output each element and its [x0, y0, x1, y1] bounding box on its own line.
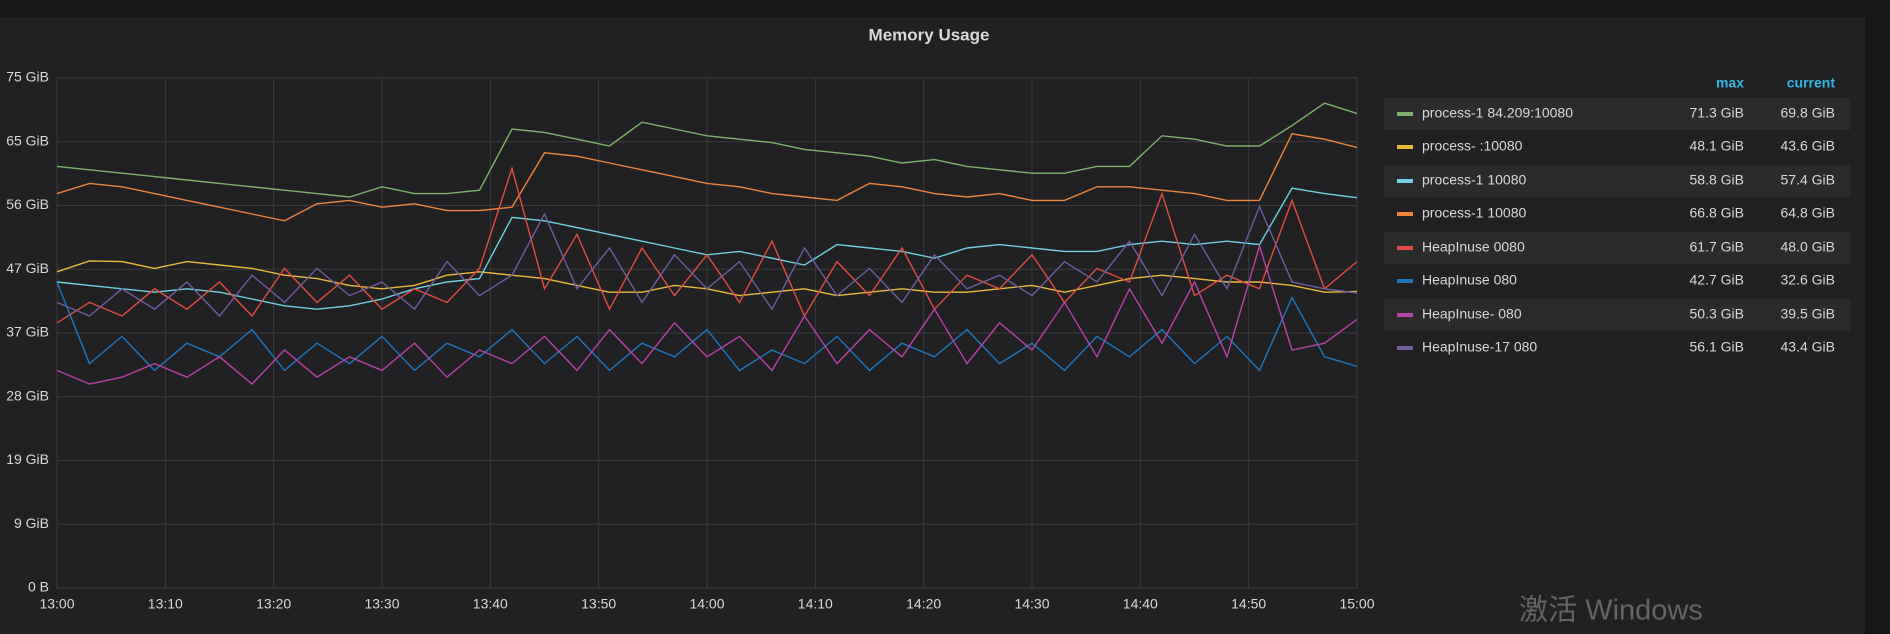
x-tick-label: 13:20	[256, 596, 291, 612]
legend-row-background	[1384, 165, 1850, 197]
y-tick-label: 65 GiB	[6, 132, 49, 148]
y-tick-label: 0 B	[28, 579, 49, 595]
panel-title: Memory Usage	[869, 25, 990, 44]
watermark: 激活 Windows	[1519, 594, 1703, 627]
x-tick-label: 14:30	[1014, 596, 1049, 612]
legend-row-background	[1384, 98, 1850, 130]
legend-swatch	[1397, 212, 1413, 216]
legend-swatch	[1397, 246, 1413, 250]
legend-column-header: max	[1716, 75, 1744, 91]
x-tick-label: 14:10	[798, 596, 833, 612]
legend-current: 48.0 GiB	[1781, 239, 1835, 255]
x-tick-label: 13:40	[473, 596, 508, 612]
legend-current: 69.8 GiB	[1781, 105, 1835, 121]
legend-swatch	[1397, 313, 1413, 317]
x-tick-label: 13:30	[364, 596, 399, 612]
x-tick-label: 15:00	[1339, 596, 1374, 612]
series-line	[56, 204, 1358, 318]
legend-name: HeapInuse-17 080	[1422, 339, 1537, 355]
legend-current: 32.6 GiB	[1781, 272, 1835, 288]
legend-current: 39.5 GiB	[1781, 306, 1835, 322]
legend-name: HeapInuse 0080	[1422, 239, 1525, 255]
y-tick-label: 9 GiB	[14, 515, 49, 531]
series-line	[56, 165, 1358, 324]
legend-name: process-1 10080	[1422, 172, 1527, 188]
legend-swatch	[1397, 346, 1413, 350]
x-tick-label: 13:00	[39, 596, 74, 612]
y-tick-label: 37 GiB	[6, 324, 49, 340]
legend-row-background	[1384, 232, 1850, 264]
x-tick-label: 13:50	[581, 596, 616, 612]
series-line	[56, 133, 1358, 222]
series-line	[56, 243, 1358, 385]
legend-swatch	[1397, 145, 1413, 149]
series-line	[56, 281, 1358, 372]
legend-max: 58.8 GiB	[1690, 172, 1744, 188]
legend-row-background	[1384, 299, 1850, 331]
legend-name: HeapInuse 080	[1422, 272, 1517, 288]
legend-swatch	[1397, 279, 1413, 283]
legend-name: process-1 84.209:10080	[1422, 105, 1573, 121]
legend-max: 48.1 GiB	[1690, 138, 1744, 154]
x-tick-label: 13:10	[148, 596, 183, 612]
y-tick-label: 19 GiB	[6, 451, 49, 467]
legend-max: 61.7 GiB	[1690, 239, 1744, 255]
legend-current: 57.4 GiB	[1781, 172, 1835, 188]
x-tick-label: 14:40	[1123, 596, 1158, 612]
y-tick-label: 75 GiB	[6, 69, 49, 85]
legend-current: 43.6 GiB	[1781, 138, 1835, 154]
legend-name: process- :10080	[1422, 138, 1523, 154]
legend-current: 43.4 GiB	[1781, 339, 1835, 355]
x-tick-label: 14:20	[906, 596, 941, 612]
legend-max: 71.3 GiB	[1690, 105, 1744, 121]
legend-name: HeapInuse- 080	[1422, 306, 1522, 322]
series-line	[56, 102, 1358, 198]
legend-column-header: current	[1787, 75, 1836, 91]
y-tick-label: 56 GiB	[6, 196, 49, 212]
legend-swatch	[1397, 112, 1413, 116]
legend-max: 42.7 GiB	[1690, 272, 1744, 288]
legend-max: 56.1 GiB	[1690, 339, 1744, 355]
x-tick-label: 14:50	[1231, 596, 1266, 612]
legend-max: 66.8 GiB	[1690, 205, 1744, 221]
legend-current: 64.8 GiB	[1781, 205, 1835, 221]
y-tick-label: 47 GiB	[6, 260, 49, 276]
legend-name: process-1 10080	[1422, 205, 1527, 221]
x-tick-label: 14:00	[689, 596, 724, 612]
legend-max: 50.3 GiB	[1690, 306, 1744, 322]
legend-swatch	[1397, 179, 1413, 183]
y-tick-label: 28 GiB	[6, 387, 49, 403]
